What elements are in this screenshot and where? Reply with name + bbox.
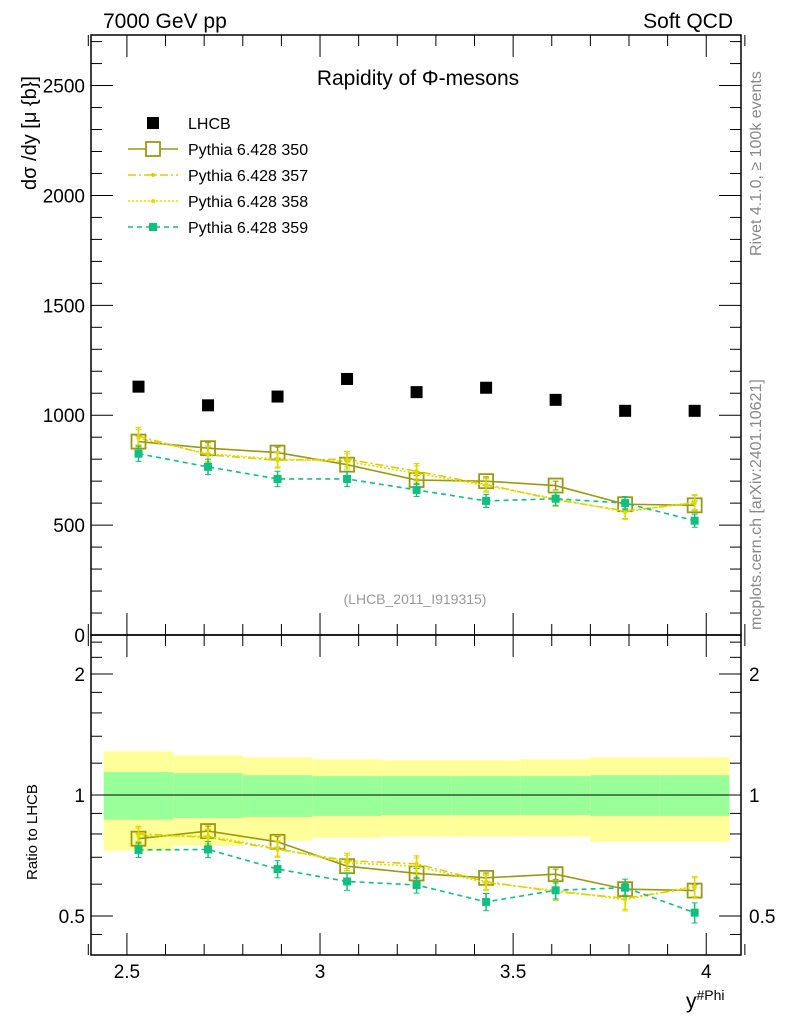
analysis-annotation: (LHCB_2011_I919315): [344, 591, 487, 607]
ratio-point-4: [412, 880, 421, 889]
main-point-lhcb: [480, 381, 493, 394]
main-point-lhcb: [549, 393, 562, 406]
main-point-4: [412, 485, 421, 494]
x-tick-label: 4: [701, 962, 712, 983]
ratio-band-green: [242, 775, 313, 817]
x-tick-label: 2.5: [114, 962, 140, 983]
ratio-bands: [91, 751, 741, 851]
legend-label: Pythia 6.428 358: [188, 194, 308, 211]
ratio-y-tick-label-right: 1: [749, 786, 760, 807]
ratio-y-tick-label-right: 2: [749, 665, 760, 686]
main-point-3: [623, 509, 628, 514]
ratio-point-4: [134, 845, 143, 854]
ratio-y-tick-label: 0.5: [59, 907, 85, 928]
y-tick-label: 1500: [43, 296, 85, 317]
y-axis-label: dσ /dy [μ {b}]: [19, 76, 41, 190]
ratio-point-3: [484, 880, 489, 885]
main-point-lhcb: [688, 404, 701, 417]
ratio-point-3: [275, 846, 280, 851]
ratio-point-4: [551, 886, 560, 895]
legend-label: Pythia 6.428 359: [188, 220, 308, 237]
rivet-label: Rivet 4.1.0, ≥ 100k events: [748, 71, 765, 256]
header-left: 7000 GeV pp: [103, 10, 227, 33]
mcplots-label: mcplots.cern.ch [arXiv:2401.10621]: [748, 379, 765, 630]
ratio-band-green: [659, 775, 730, 816]
x-tick-label: 3.5: [500, 962, 526, 983]
x-axis-label: y#Phi: [686, 987, 725, 1013]
ratio-point-4: [343, 877, 352, 886]
x-tick-label: 3: [315, 962, 326, 983]
legend-marker-2: [151, 173, 155, 177]
ratio-point-3: [136, 833, 141, 838]
main-point-lhcb: [619, 404, 632, 417]
main-point-4: [343, 474, 352, 483]
main-point-lhcb: [271, 390, 284, 403]
legend-label: Pythia 6.428 357: [188, 168, 308, 185]
main-point-3: [345, 459, 350, 464]
main-point-lhcb: [410, 386, 423, 399]
axes: 0 500 1000 1500 2000 2500 2.5 3 3.5 4 0.5 0.5 1 1 2 2: [43, 34, 775, 983]
main-point-3: [414, 471, 419, 476]
ratio-band-green: [381, 776, 452, 815]
main-point-4: [621, 499, 630, 508]
main-point-3: [206, 451, 211, 456]
ratio-point-3: [692, 884, 697, 889]
main-point-4: [134, 449, 143, 458]
ratio-band-green: [103, 772, 174, 820]
main-point-lhcb: [341, 372, 354, 385]
ratio-y-tick-label-right: 0.5: [749, 907, 775, 928]
chart-title: Rapidity of Φ-mesons: [317, 67, 519, 90]
main-point-3: [484, 483, 489, 488]
main-point-3: [692, 500, 697, 505]
ratio-point-3: [414, 864, 419, 869]
ratio-band-green: [451, 776, 521, 815]
main-point-3: [275, 457, 280, 462]
ratio-band-green: [590, 775, 660, 816]
legend-label: LHCB: [188, 116, 231, 133]
ratio-point-4: [690, 908, 699, 917]
main-point-3: [136, 436, 141, 441]
ratio-band-green: [173, 773, 243, 818]
ratio-point-4: [273, 865, 282, 874]
ratio-y-tick-label: 1: [74, 786, 85, 807]
main-point-4: [273, 474, 282, 483]
x-axis-label-base: y: [686, 990, 697, 1013]
ratio-band-green: [312, 776, 382, 816]
ratio-band-green: [520, 776, 591, 815]
main-point-4: [690, 516, 699, 525]
y-tick-label: 2000: [43, 186, 85, 207]
ratio-point-1: [547, 866, 564, 883]
y-tick-label: 2500: [43, 77, 85, 98]
ratio-point-3: [206, 834, 211, 839]
data-marks: [130, 372, 703, 924]
ratio-y-tick-label: 2: [74, 665, 85, 686]
ratio-point-4: [204, 845, 213, 854]
x-axis-label-sup: #Phi: [697, 987, 725, 1003]
legend-marker-1: [145, 141, 161, 157]
main-point-lhcb: [132, 380, 145, 393]
legend-label: Pythia 6.428 350: [188, 142, 308, 159]
y-tick-label: 500: [53, 516, 85, 537]
ratio-point-3: [345, 860, 350, 865]
legend: LHCB Pythia 6.428 350 Pythia 6.428 357 Pyth…: [128, 116, 308, 237]
y-tick-label: 0: [74, 626, 85, 647]
y-tick-label: 1000: [43, 406, 85, 427]
main-point-4: [482, 496, 491, 505]
main-point-4: [204, 462, 213, 471]
ratio-point-4: [482, 897, 491, 906]
legend-marker-lhcb: [147, 117, 159, 129]
legend-marker-4: [149, 223, 157, 231]
legend-marker-3: [151, 199, 155, 203]
ratio-point-3: [623, 897, 628, 902]
main-point-4: [551, 494, 560, 503]
main-point-lhcb: [202, 399, 215, 412]
header-right: Soft QCD: [643, 10, 733, 33]
ratio-y-axis-label: Ratio to LHCB: [24, 784, 41, 880]
ratio-point-4: [621, 883, 630, 892]
